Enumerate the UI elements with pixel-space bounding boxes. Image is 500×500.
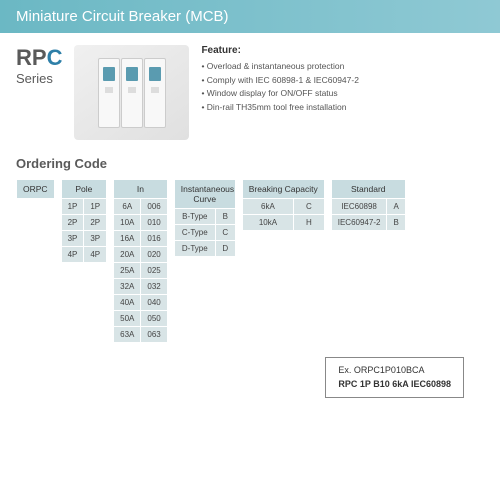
series-sub: Series [16, 71, 62, 86]
banner: Miniature Circuit Breaker (MCB) [0, 0, 500, 33]
table-cell: B [387, 215, 404, 230]
banner-title: Miniature Circuit Breaker (MCB) [16, 8, 229, 25]
breaker-icon [98, 58, 166, 128]
feature-item: Window display for ON/OFF status [201, 87, 484, 101]
example-line2: RPC 1P B10 6kA IEC60898 [338, 378, 451, 392]
table-header: Breaking Capacity [243, 180, 324, 198]
table-cell: 63A [114, 327, 140, 342]
table-cell: 25A [114, 263, 140, 278]
table-cell: 032 [141, 279, 166, 294]
table-header: Standard [332, 180, 405, 198]
feature-box: Feature: Overload & instantaneous protec… [201, 45, 484, 140]
feature-item: Comply with IEC 60898-1 & IEC60947-2 [201, 74, 484, 88]
ordering-table: Instantaneous CurveB-TypeBC-TypeCD-TypeD [174, 179, 236, 257]
top-row: RPC Series Feature: Overload & instantan… [16, 45, 484, 140]
table-cell: 025 [141, 263, 166, 278]
table-cell: B [216, 209, 235, 224]
ordering-table: ORPC [16, 179, 55, 199]
table-cell: 4P [84, 247, 106, 262]
table-cell: 50A [114, 311, 140, 326]
table-cell: IEC60898 [332, 199, 387, 214]
table-cell: 6kA [243, 199, 293, 214]
example-box: Ex. ORPC1P010BCA RPC 1P B10 6kA IEC60898 [325, 357, 464, 398]
table-cell: 10kA [243, 215, 293, 230]
ordering-table: StandardIEC60898AIEC60947-2B [331, 179, 406, 231]
table-cell: 020 [141, 247, 166, 262]
table-cell: 32A [114, 279, 140, 294]
content: RPC Series Feature: Overload & instantan… [0, 33, 500, 355]
table-header: ORPC [17, 180, 54, 198]
table-header: Instantaneous Curve [175, 180, 235, 208]
table-cell: 1P [62, 199, 84, 214]
table-cell: C-Type [175, 225, 215, 240]
table-cell: C [294, 199, 324, 214]
ordering-tables: ORPCPole1P1P2P2P3P3P4P4PIn6A00610A01016A… [16, 179, 484, 343]
table-cell: 1P [84, 199, 106, 214]
table-cell: 050 [141, 311, 166, 326]
table-cell: 6A [114, 199, 140, 214]
table-cell: 063 [141, 327, 166, 342]
ordering-table: Pole1P1P2P2P3P3P4P4P [61, 179, 108, 263]
table-cell: 10A [114, 215, 140, 230]
table-cell: B-Type [175, 209, 215, 224]
feature-title: Feature: [201, 45, 484, 56]
table-cell: 16A [114, 231, 140, 246]
table-cell: 4P [62, 247, 84, 262]
table-cell: D-Type [175, 241, 215, 256]
product-image [74, 45, 189, 140]
table-cell: 3P [62, 231, 84, 246]
table-cell: 010 [141, 215, 166, 230]
table-cell: C [216, 225, 235, 240]
table-cell: 2P [84, 215, 106, 230]
table-cell: IEC60947-2 [332, 215, 387, 230]
table-cell: 3P [84, 231, 106, 246]
example-line1: Ex. ORPC1P010BCA [338, 364, 451, 378]
table-header: In [114, 180, 167, 198]
table-header: Pole [62, 180, 107, 198]
table-cell: 040 [141, 295, 166, 310]
feature-item: Overload & instantaneous protection [201, 60, 484, 74]
table-cell: 20A [114, 247, 140, 262]
series-highlight: C [47, 45, 63, 70]
table-cell: 016 [141, 231, 166, 246]
feature-item: Din-rail TH35mm tool free installation [201, 101, 484, 115]
table-cell: A [387, 199, 404, 214]
table-cell: 2P [62, 215, 84, 230]
table-cell: D [216, 241, 235, 256]
series-label: RPC Series [16, 45, 62, 140]
feature-list: Overload & instantaneous protection Comp… [201, 60, 484, 114]
ordering-table: In6A00610A01016A01620A02025A02532A03240A… [113, 179, 168, 343]
table-cell: 006 [141, 199, 166, 214]
table-cell: 40A [114, 295, 140, 310]
series-main: RPC [16, 45, 62, 71]
ordering-title: Ordering Code [16, 156, 484, 171]
ordering-table: Breaking Capacity6kAC10kAH [242, 179, 325, 231]
table-cell: H [294, 215, 324, 230]
series-prefix: RP [16, 45, 47, 70]
